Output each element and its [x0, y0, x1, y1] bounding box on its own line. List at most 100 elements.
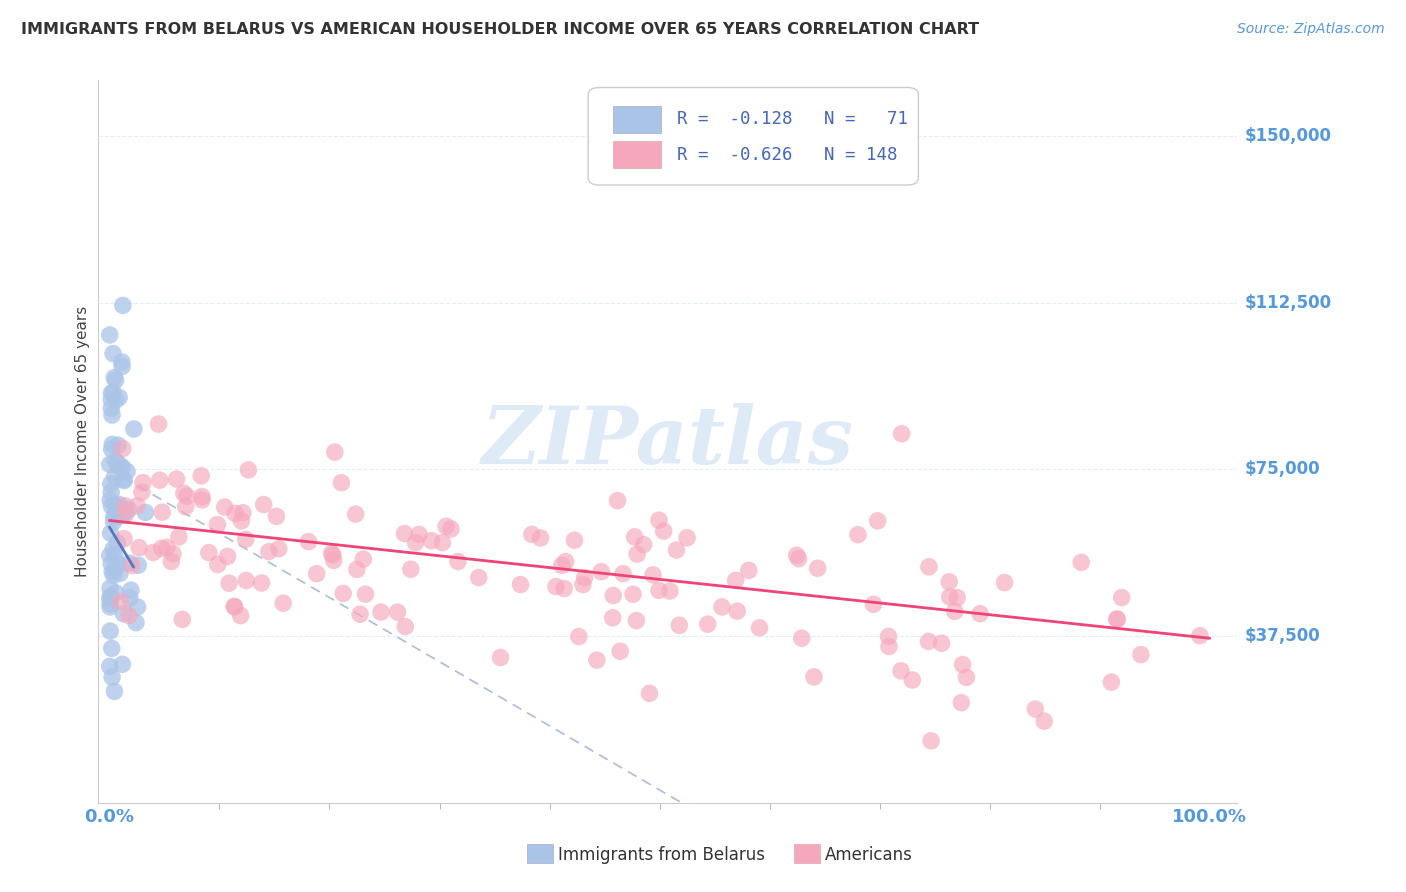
Point [98, 624, 121, 638]
Point [572, 577, 595, 591]
Point [724, 574, 747, 588]
Point [917, 634, 939, 648]
Point [1107, 612, 1129, 626]
Point [626, 547, 648, 561]
Point [100, 557, 122, 571]
Point [218, 576, 240, 591]
Point [125, 615, 148, 630]
Point [467, 571, 489, 585]
Point [807, 561, 830, 575]
Y-axis label: Householder Income Over 65 years: Householder Income Over 65 years [75, 306, 90, 577]
Point [787, 551, 810, 566]
Point [162, 547, 184, 561]
Point [786, 549, 808, 563]
Point [420, 533, 443, 548]
Point [108, 497, 131, 511]
Point [665, 543, 688, 558]
Point [100, 499, 122, 513]
Point [553, 582, 575, 596]
Point [544, 580, 567, 594]
Point [100, 589, 122, 603]
Point [101, 437, 124, 451]
Point [408, 527, 430, 541]
Point [98, 599, 121, 614]
Point [609, 644, 631, 658]
Text: $37,500: $37,500 [1244, 627, 1320, 645]
Point [440, 522, 463, 536]
Point [641, 567, 664, 582]
Point [626, 614, 648, 628]
Point [257, 544, 280, 558]
Point [950, 696, 973, 710]
Point [235, 574, 257, 588]
Point [104, 499, 127, 513]
Point [939, 590, 962, 604]
Point [111, 657, 134, 672]
Point [105, 558, 128, 572]
Point [1070, 555, 1092, 569]
Point [648, 513, 671, 527]
Text: ZIPatlas: ZIPatlas [482, 403, 853, 480]
Point [108, 509, 131, 524]
Point [321, 546, 343, 560]
Point [149, 473, 172, 487]
Point [101, 408, 124, 422]
Point [132, 475, 155, 490]
Point [224, 599, 246, 614]
Point [877, 640, 900, 654]
Point [621, 587, 644, 601]
Point [551, 558, 574, 573]
Point [901, 673, 924, 687]
Point [98, 659, 121, 673]
Point [104, 506, 127, 520]
Point [142, 545, 165, 559]
Point [100, 526, 122, 541]
Point [711, 599, 734, 614]
Point [98, 458, 121, 472]
Point [520, 527, 543, 541]
Point [946, 591, 969, 605]
Point [150, 505, 173, 519]
Point [623, 530, 645, 544]
Point [98, 493, 121, 508]
Point [150, 541, 173, 556]
Point [104, 562, 127, 576]
Point [529, 531, 551, 545]
Point [323, 445, 346, 459]
Point [110, 594, 132, 608]
Point [101, 670, 124, 684]
Point [1099, 675, 1122, 690]
Point [346, 562, 368, 576]
Point [172, 612, 194, 626]
Point [877, 629, 900, 643]
Point [229, 608, 252, 623]
Point [235, 533, 257, 547]
Point [447, 554, 470, 568]
Text: R =  -0.626   N = 148: R = -0.626 N = 148 [676, 145, 897, 164]
Point [107, 438, 129, 452]
Point [128, 541, 150, 555]
Point [394, 526, 416, 541]
Point [198, 545, 221, 559]
Point [969, 607, 991, 621]
Point [890, 664, 912, 678]
Point [104, 373, 127, 387]
Point [1033, 714, 1056, 729]
Point [118, 591, 141, 605]
Point [920, 733, 942, 747]
Point [98, 549, 121, 563]
Text: $150,000: $150,000 [1244, 127, 1331, 145]
Point [104, 454, 127, 468]
Point [602, 589, 624, 603]
Point [173, 486, 195, 500]
Point [267, 541, 290, 556]
Point [866, 514, 889, 528]
Point [103, 509, 125, 524]
Point [114, 499, 136, 513]
Point [120, 583, 142, 598]
Point [846, 527, 869, 541]
Point [160, 554, 183, 568]
Point [101, 641, 124, 656]
Point [305, 566, 328, 581]
Point [100, 442, 122, 457]
